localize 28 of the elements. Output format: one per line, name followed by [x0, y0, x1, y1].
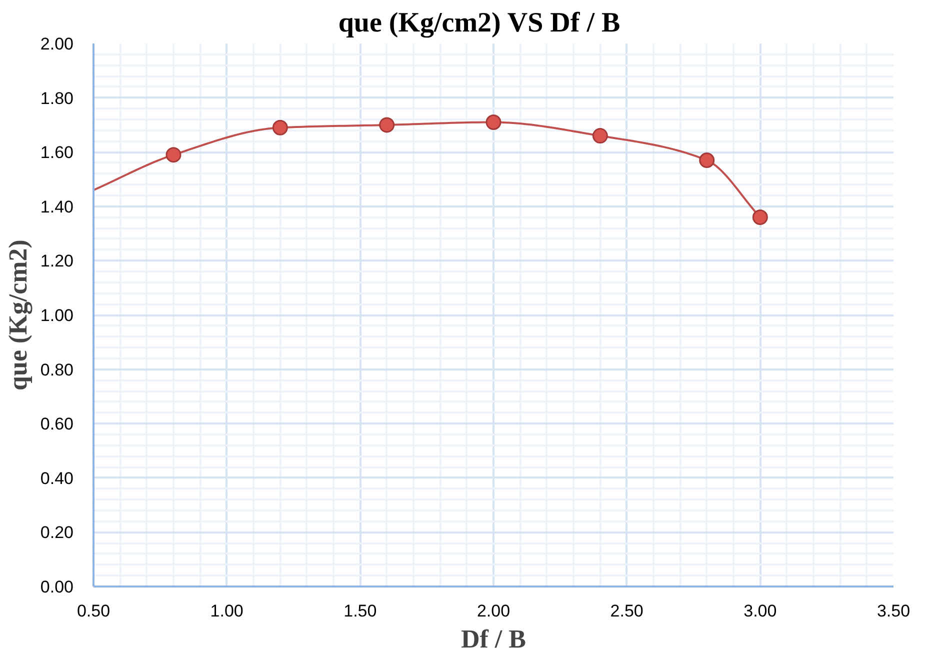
y-tick-label: 1.20	[40, 252, 74, 271]
y-tick-label: 0.60	[40, 414, 74, 434]
point	[486, 114, 502, 130]
x-tick-label: 0.50	[76, 602, 110, 620]
y-tick-label: 0.40	[40, 468, 74, 488]
point	[752, 210, 768, 225]
y-tick-label: 2.00	[40, 34, 74, 54]
y-axis-title: que (Kg/cm2)	[3, 240, 32, 390]
chart-title: que (Kg/cm2) VS Df / B	[338, 8, 620, 38]
y-tick-label: 1.60	[40, 143, 74, 162]
y-tick-label: 1.40	[40, 197, 74, 216]
y-tick-label: 1.00	[40, 306, 74, 325]
y-tick-label: 0.00	[40, 578, 74, 596]
point	[592, 128, 608, 144]
x-axis-title: Df / B	[461, 624, 526, 654]
point	[166, 147, 182, 163]
x-tick-label: 2.50	[610, 602, 644, 620]
y-tick-label: 1.80	[40, 88, 74, 108]
point	[699, 152, 715, 168]
x-tick-label: 1.00	[210, 602, 244, 620]
x-tick-label: 3.00	[744, 602, 777, 620]
x-tick-label: 3.50	[876, 602, 910, 620]
point	[272, 120, 288, 136]
point	[379, 117, 395, 133]
x-tick-label: 1.50	[344, 602, 377, 620]
y-tick-label: 0.20	[40, 523, 74, 542]
x-tick-label: 2.00	[476, 602, 510, 620]
y-tick-label: 0.80	[40, 360, 74, 380]
